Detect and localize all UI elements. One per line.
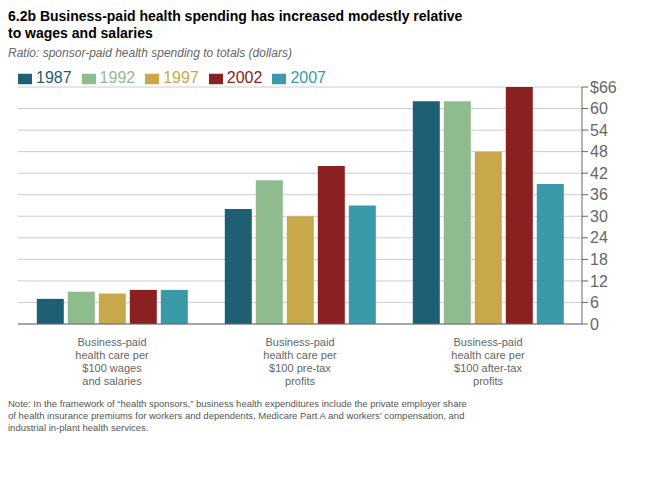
svg-text:12: 12 [590,273,608,290]
svg-text:18: 18 [590,251,608,268]
svg-text:24: 24 [590,229,608,246]
html-text:of health insurance premiums f: of health insurance premiums for workers… [8,410,465,421]
html-text:2007: 2007 [290,69,326,86]
svg-text:48: 48 [590,143,608,160]
html-text:2002: 2002 [226,69,263,86]
svg-text:36: 36 [590,186,608,203]
html-text:Ratio: sponsor-paid health spe: Ratio: sponsor-paid health spending to t… [8,46,292,60]
svg-text:0: 0 [590,316,599,333]
svg-text:30: 30 [590,208,608,225]
svg-text:Business-paidhealth care per$1: Business-paidhealth care per$100 pre-tax… [263,336,337,387]
html-text:1997: 1997 [163,69,199,86]
svg-text:42: 42 [590,165,608,182]
svg-text:$66: $66 [590,79,617,96]
html-text:Note: In the framework of “hea: Note: In the framework of “health sponso… [8,398,467,409]
html-text:industrial in-plant health ser: industrial in-plant health services. [8,422,149,433]
html-text:to wages and salaries: to wages and salaries [8,25,153,41]
html-text:1987: 1987 [36,69,72,86]
svg-text:Business-paidhealth care per$1: Business-paidhealth care per$100 wagesan… [75,336,149,387]
html-text:6.2b Business-paid health spen: 6.2b Business-paid health spending has i… [8,8,463,24]
svg-text:Business-paidhealth care per$1: Business-paidhealth care per$100 after-t… [451,336,525,387]
svg-text:54: 54 [590,122,608,139]
html-text:1992: 1992 [99,69,136,86]
svg-text:60: 60 [590,100,608,117]
svg-text:6: 6 [590,294,599,311]
